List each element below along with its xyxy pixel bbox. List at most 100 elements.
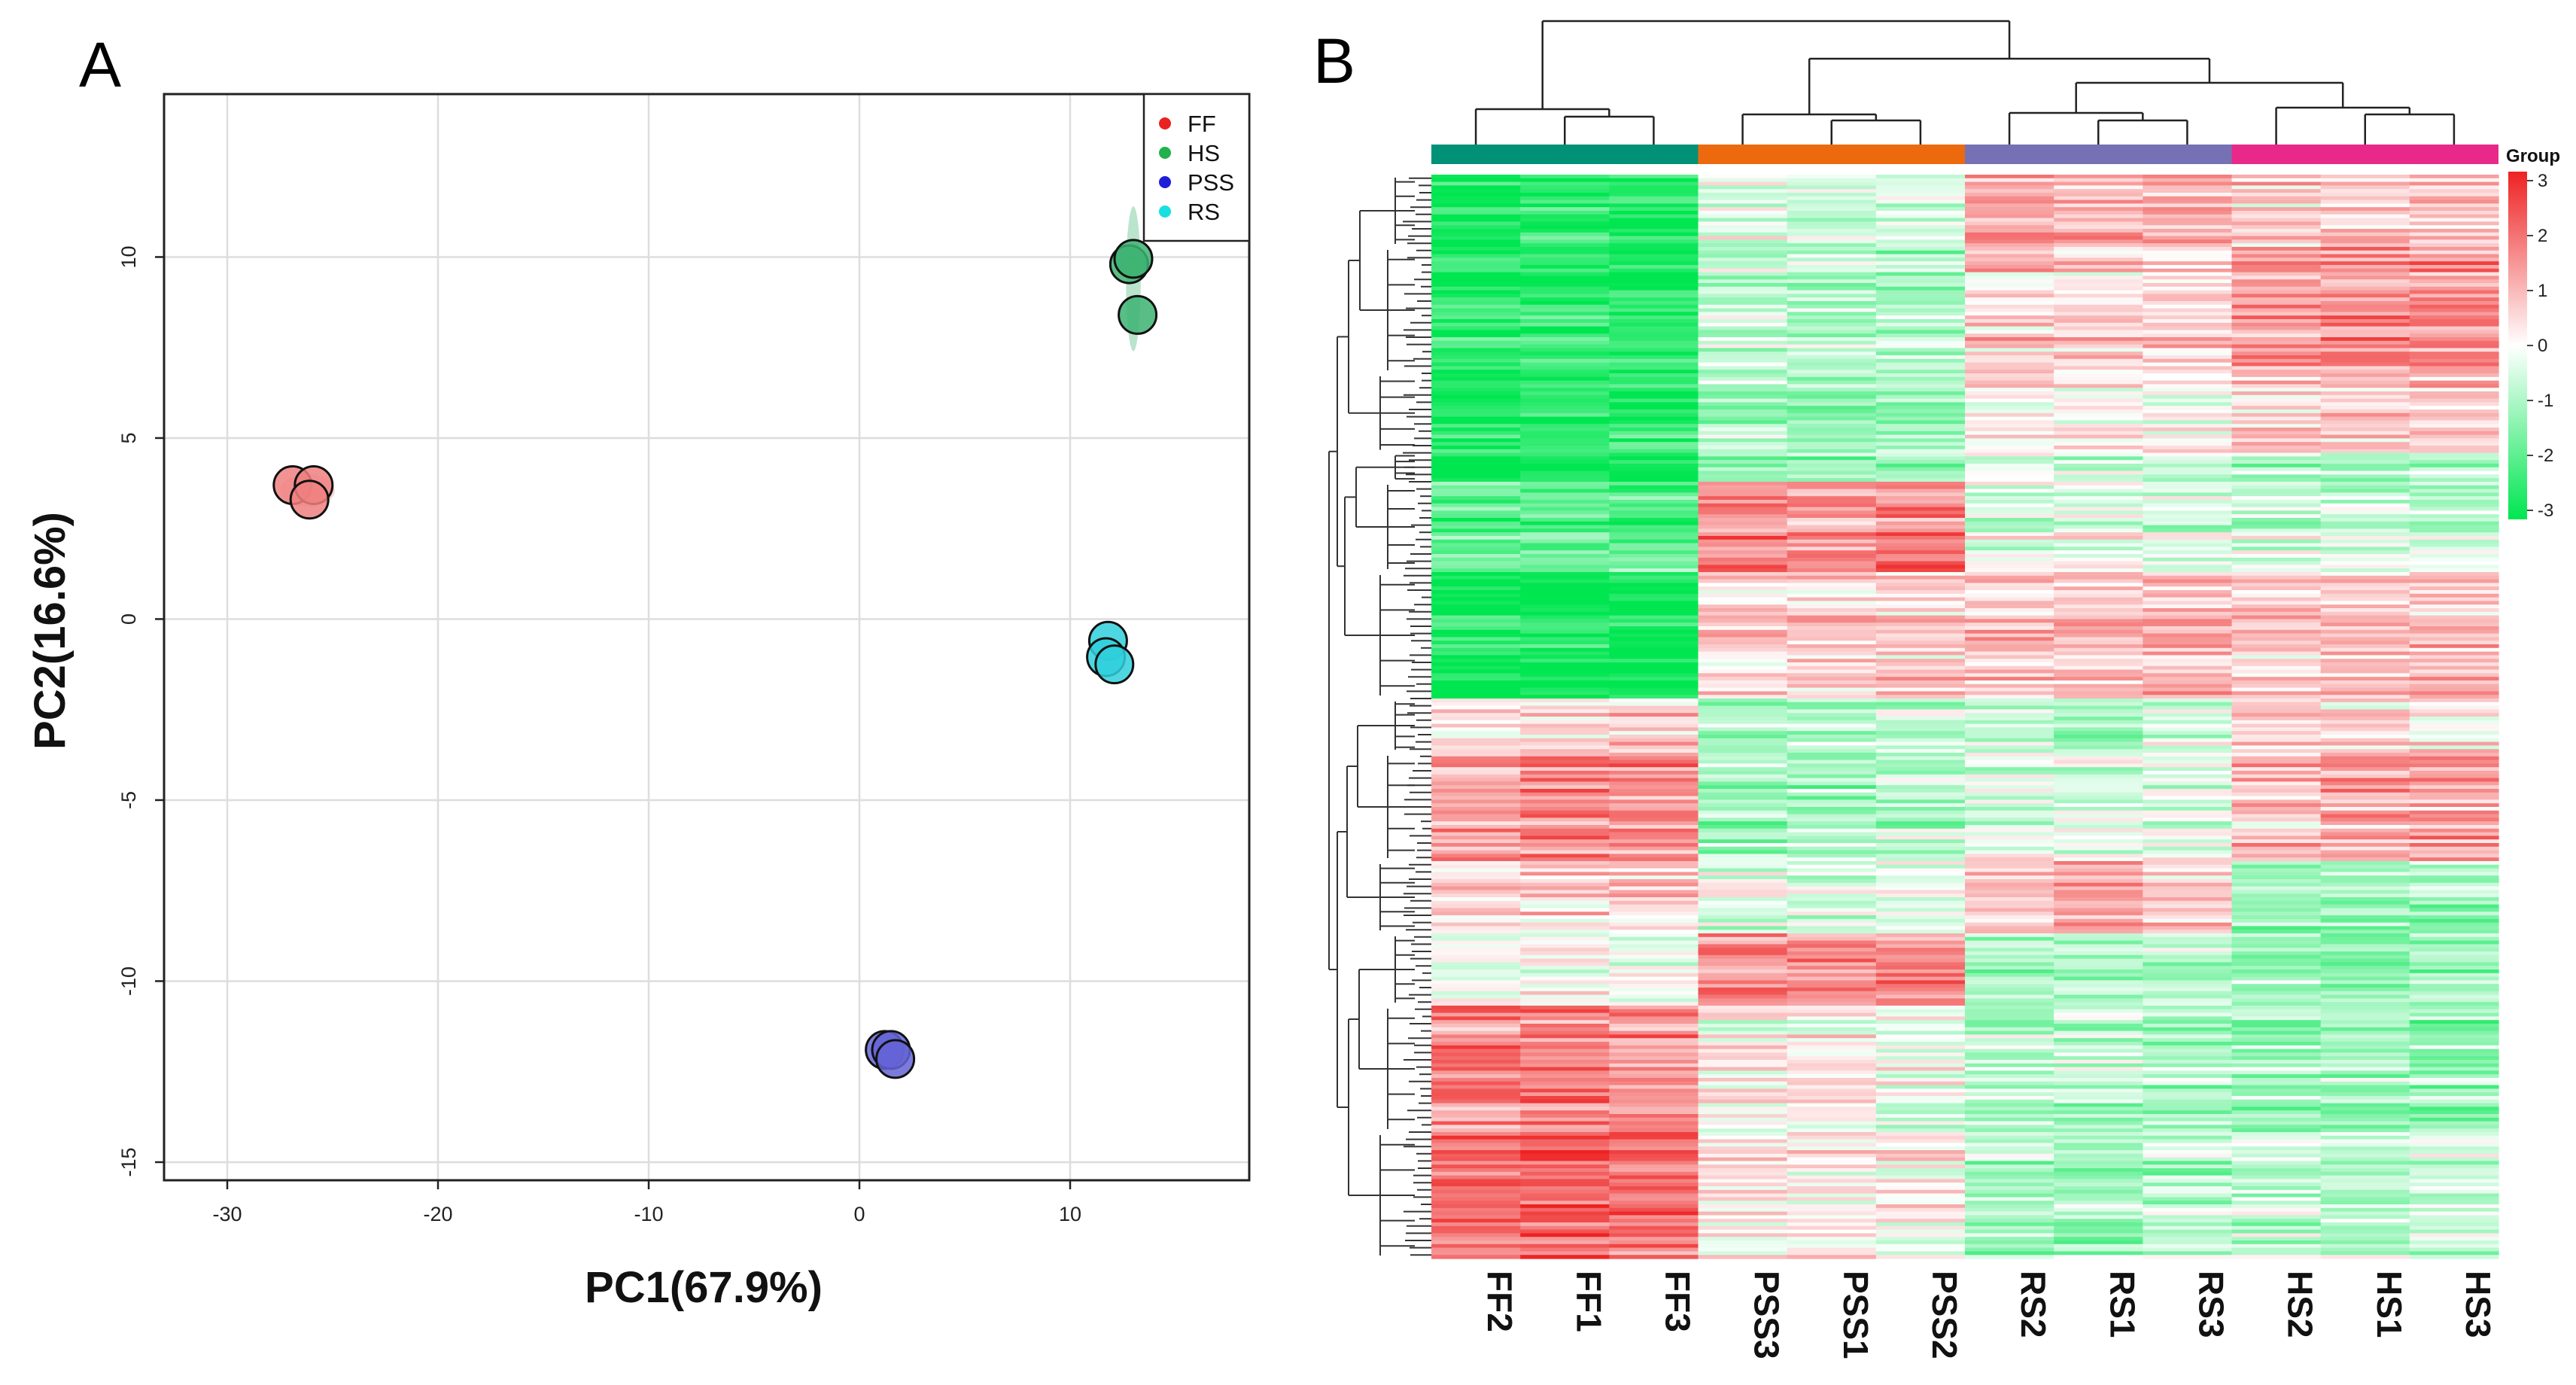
heatmap-cell	[1609, 821, 1699, 826]
pca-points	[272, 239, 1158, 1079]
heatmap-cell	[1520, 1146, 1610, 1151]
heatmap-cell	[1698, 557, 1788, 562]
heatmap-cell	[2231, 1106, 2322, 1111]
heatmap-cell	[2143, 239, 2233, 244]
heatmap-cell	[2231, 908, 2322, 912]
heatmap-cell	[1609, 828, 1699, 833]
heatmap-cell	[2143, 384, 2233, 388]
heatmap-cell	[1520, 601, 1610, 605]
heatmap-cell	[1431, 247, 1521, 251]
heatmap-cell	[1609, 290, 1699, 294]
heatmap-cell	[2143, 673, 2233, 677]
heatmap-cell	[2409, 590, 2499, 595]
heatmap-cell	[2143, 178, 2233, 183]
heatmap-cell	[1609, 193, 1699, 197]
pca-y-axis-title: PC2(16.6%)	[26, 512, 75, 750]
heatmap-cell	[2231, 1088, 2322, 1093]
heatmap-cell	[2231, 1161, 2322, 1165]
heatmap-cell	[1520, 915, 1610, 920]
heatmap-cell	[1698, 1020, 1788, 1024]
heatmap-cell	[1520, 1117, 1610, 1122]
heatmap-cell	[1609, 446, 1699, 450]
heatmap-cell	[1787, 988, 1877, 992]
heatmap-cell	[1875, 1006, 1966, 1010]
heatmap-cell	[1787, 687, 1877, 692]
heatmap-cell	[1520, 854, 1610, 858]
heatmap-cell	[1431, 315, 1521, 320]
heatmap-cell	[1431, 973, 1521, 978]
heatmap-cell	[1698, 637, 1788, 641]
heatmap-cell	[2054, 452, 2143, 457]
heatmap-cell	[2409, 554, 2499, 559]
heatmap-cell	[2054, 550, 2143, 555]
heatmap-cell	[1520, 1006, 1610, 1010]
heatmap-cell	[2143, 944, 2233, 948]
heatmap-cell	[1875, 449, 1966, 454]
heatmap-cell	[1698, 796, 1788, 800]
heatmap-cell	[2409, 717, 2499, 721]
heatmap-cell	[1965, 695, 2054, 699]
heatmap-cell	[1698, 984, 1788, 988]
heatmap-cell	[1609, 861, 1699, 866]
heatmap-cell	[1698, 817, 1788, 822]
heatmap-cell	[1698, 337, 1788, 342]
heatmap-cell	[2231, 691, 2322, 696]
heatmap-cell	[2054, 980, 2143, 985]
heatmap-cell	[2054, 1092, 2143, 1097]
heatmap-cell	[1698, 326, 1788, 330]
heatmap-cell	[1875, 677, 1966, 681]
heatmap-cell	[1431, 1153, 1521, 1158]
heatmap-cell	[1520, 948, 1610, 952]
heatmap-cell	[2320, 958, 2410, 963]
heatmap-cell	[1431, 467, 1521, 472]
heatmap-cell	[1787, 1038, 1877, 1043]
heatmap-cell	[1787, 1189, 1877, 1195]
heatmap-cell	[2409, 1153, 2499, 1158]
heatmap-cell	[1431, 398, 1521, 403]
heatmap-cell	[2143, 611, 2233, 616]
heatmap-cell	[2320, 337, 2410, 342]
heatmap-cell	[1698, 922, 1788, 927]
heatmap-cell	[1520, 221, 1610, 226]
heatmap-cell	[1698, 434, 1788, 439]
heatmap-cell	[1698, 756, 1788, 761]
heatmap-cell	[2409, 536, 2499, 540]
heatmap-cell	[1698, 647, 1788, 653]
heatmap-cell	[1965, 1030, 2054, 1035]
heatmap-cell	[2143, 424, 2233, 428]
heatmap-cell	[2320, 1215, 2410, 1219]
heatmap-cell	[1520, 485, 1610, 490]
heatmap-cell	[2320, 283, 2410, 288]
heatmap-cell	[2231, 774, 2322, 779]
heatmap-cell	[1787, 1030, 1877, 1035]
heatmap-cell	[1787, 312, 1877, 316]
heatmap-cell	[1965, 1060, 2054, 1064]
heatmap-cell	[1520, 792, 1610, 797]
heatmap-cell	[2231, 297, 2322, 302]
heatmap-cell	[1875, 1056, 1966, 1061]
heatmap-cell	[2320, 753, 2410, 757]
heatmap-cell	[2409, 333, 2499, 338]
heatmap-cell	[2143, 875, 2233, 880]
heatmap-cell	[1875, 756, 1966, 761]
heatmap-cell	[2143, 702, 2233, 707]
heatmap-cell	[2054, 467, 2143, 472]
heatmap-cell	[1787, 1211, 1877, 1216]
heatmap-cell	[1965, 817, 2054, 822]
heatmap-cell	[1698, 420, 1788, 425]
heatmap-cell	[2143, 554, 2233, 559]
heatmap-cell	[2320, 384, 2410, 388]
heatmap-cell	[1965, 683, 2054, 689]
heatmap-cell	[1520, 362, 1610, 367]
heatmap-cell	[1431, 254, 1521, 258]
heatmap-cell	[2054, 478, 2143, 482]
heatmap-cell	[1431, 1186, 1521, 1191]
heatmap-cell	[1787, 781, 1877, 786]
heatmap-cell	[2320, 272, 2410, 276]
heatmap-cell	[2054, 904, 2143, 909]
heatmap-cell	[2231, 980, 2322, 985]
heatmap-cell	[2231, 662, 2322, 667]
heatmap-cell	[2409, 731, 2499, 735]
heatmap-cell	[2054, 322, 2143, 327]
